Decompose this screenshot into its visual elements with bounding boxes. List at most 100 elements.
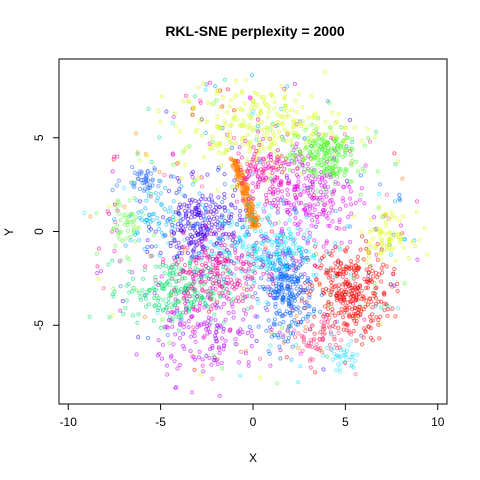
data-point: [340, 308, 343, 311]
data-point: [241, 144, 244, 147]
data-point: [380, 306, 383, 309]
data-point: [215, 340, 218, 343]
data-point: [122, 186, 125, 189]
data-point: [274, 222, 277, 225]
data-point: [177, 241, 180, 244]
data-point: [201, 263, 204, 266]
data-point: [385, 265, 388, 268]
data-point: [201, 288, 204, 291]
data-point: [244, 78, 247, 81]
x-tick-label: 5: [342, 415, 349, 429]
data-point: [239, 328, 242, 331]
x-tick-label: -10: [60, 415, 78, 429]
data-point: [278, 136, 281, 139]
data-point: [346, 225, 349, 228]
data-point: [188, 204, 191, 207]
data-point: [407, 257, 410, 260]
data-point: [204, 88, 207, 91]
data-point: [288, 292, 291, 295]
data-point: [145, 218, 148, 221]
data-point: [230, 281, 233, 284]
data-point: [237, 361, 240, 364]
data-point: [172, 163, 175, 166]
data-point: [140, 178, 143, 181]
data-point: [143, 268, 146, 271]
data-point: [267, 319, 270, 322]
data-point: [231, 185, 234, 188]
data-point: [316, 117, 319, 120]
data-point: [96, 272, 99, 275]
data-point: [204, 265, 207, 268]
data-point: [199, 373, 202, 376]
data-point: [228, 105, 231, 108]
data-point: [180, 185, 183, 188]
data-point: [209, 81, 212, 84]
data-point: [303, 168, 306, 171]
data-point: [261, 121, 264, 124]
data-point: [339, 349, 342, 352]
data-point: [318, 181, 321, 184]
data-point: [242, 318, 245, 321]
data-point: [218, 351, 221, 354]
data-point: [157, 109, 160, 112]
data-point: [327, 212, 330, 215]
data-point: [248, 124, 251, 127]
data-point: [238, 214, 241, 217]
data-point: [158, 136, 161, 139]
data-point: [284, 272, 287, 275]
data-point: [288, 168, 291, 171]
data-point: [329, 274, 332, 277]
data-point: [192, 183, 195, 186]
data-point: [186, 246, 189, 249]
data-point: [312, 213, 315, 216]
data-point: [366, 128, 369, 131]
data-point: [365, 268, 368, 271]
data-point: [379, 280, 382, 283]
data-point: [207, 216, 210, 219]
data-point: [231, 244, 234, 247]
data-point: [374, 271, 377, 274]
data-point: [231, 305, 234, 308]
data-point: [257, 266, 260, 269]
data-point: [234, 206, 237, 209]
data-point: [387, 308, 390, 311]
data-point: [342, 185, 345, 188]
data-point: [252, 129, 255, 132]
data-point: [167, 210, 170, 213]
data-point: [111, 314, 114, 317]
data-point: [364, 164, 367, 167]
data-point: [147, 336, 150, 339]
data-point: [302, 338, 305, 341]
data-point: [233, 189, 236, 192]
data-point: [83, 211, 86, 214]
data-point: [209, 240, 212, 243]
data-point: [257, 301, 260, 304]
data-point: [285, 109, 288, 112]
data-point: [301, 105, 304, 108]
data-point: [337, 284, 340, 287]
data-point: [358, 199, 361, 202]
data-point: [230, 146, 233, 149]
data-point: [365, 260, 368, 263]
data-point: [356, 353, 359, 356]
data-point: [158, 303, 161, 306]
data-point: [319, 259, 322, 262]
y-tick-label: -5: [32, 320, 46, 331]
data-point: [334, 209, 337, 212]
data-point: [321, 333, 324, 336]
data-point: [257, 115, 260, 118]
data-point: [96, 265, 99, 268]
data-point: [365, 240, 368, 243]
data-point: [273, 318, 276, 321]
data-point: [116, 224, 119, 227]
data-point: [234, 338, 237, 341]
data-point: [262, 147, 265, 150]
x-tick-label: 10: [431, 415, 445, 429]
data-point: [231, 194, 234, 197]
data-point: [221, 201, 224, 204]
data-point: [129, 239, 132, 242]
data-point: [370, 300, 373, 303]
data-point: [240, 156, 243, 159]
data-point: [322, 203, 325, 206]
data-point: [343, 227, 346, 230]
